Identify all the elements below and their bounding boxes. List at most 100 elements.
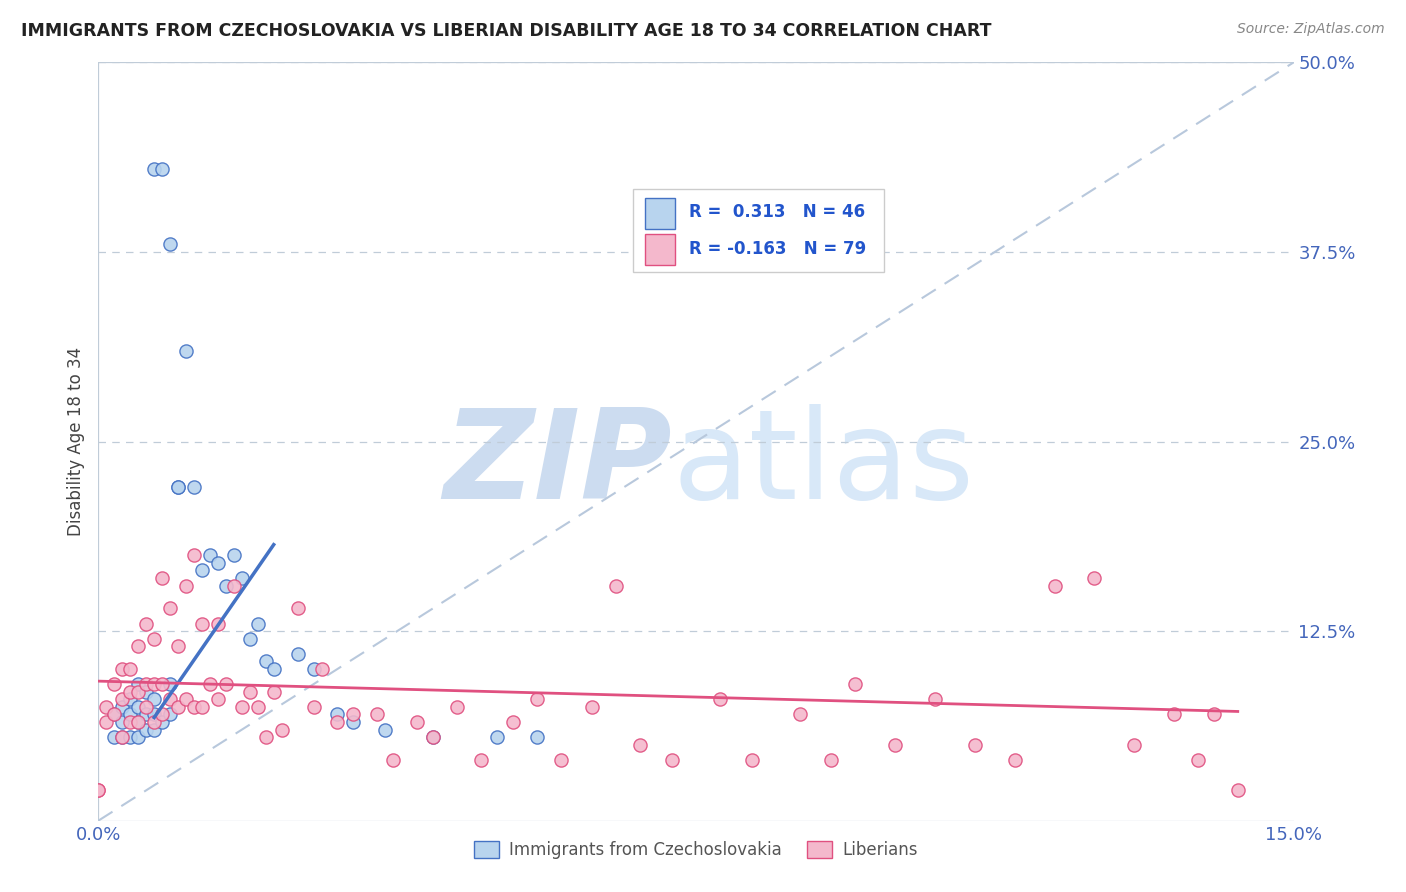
Point [174, 579, 197, 593]
Point [239, 685, 262, 699]
Point [550, 753, 572, 767]
Point [287, 647, 309, 661]
Text: R = -0.163   N = 79: R = -0.163 N = 79 [689, 240, 866, 258]
Point [287, 601, 309, 615]
Point [135, 699, 157, 714]
Point [342, 707, 364, 722]
Point [263, 662, 285, 676]
Point [143, 723, 166, 737]
Point [311, 662, 333, 676]
Point [167, 480, 190, 494]
Point [254, 655, 277, 669]
Point [159, 601, 181, 615]
Point [103, 707, 125, 722]
Point [1226, 783, 1249, 797]
Point [207, 616, 229, 631]
Point [741, 753, 763, 767]
Point [150, 161, 173, 176]
Point [581, 699, 603, 714]
Point [135, 707, 157, 722]
Point [103, 677, 125, 691]
Point [120, 685, 142, 699]
Point [143, 677, 166, 691]
Point [191, 616, 214, 631]
Text: ZIP: ZIP [443, 404, 672, 524]
Point [111, 730, 134, 744]
Text: atlas: atlas [672, 404, 974, 524]
Point [207, 692, 229, 706]
Point [963, 738, 986, 752]
Point [127, 699, 149, 714]
Text: IMMIGRANTS FROM CZECHOSLOVAKIA VS LIBERIAN DISABILITY AGE 18 TO 34 CORRELATION C: IMMIGRANTS FROM CZECHOSLOVAKIA VS LIBERI… [21, 22, 991, 40]
Point [254, 730, 277, 744]
Point [820, 753, 842, 767]
Point [709, 692, 731, 706]
Point [263, 685, 285, 699]
Point [326, 715, 349, 730]
Point [111, 715, 134, 730]
Point [135, 677, 157, 691]
Point [159, 237, 181, 252]
Legend: Immigrants from Czechoslovakia, Liberians: Immigrants from Czechoslovakia, Liberian… [468, 834, 924, 865]
Point [191, 699, 214, 714]
Point [198, 548, 221, 563]
Point [103, 707, 125, 722]
Point [406, 715, 429, 730]
Point [789, 707, 811, 722]
Point [526, 730, 548, 744]
Point [374, 723, 396, 737]
Point [1123, 738, 1146, 752]
Point [135, 685, 157, 699]
Point [326, 707, 349, 722]
Point [526, 692, 548, 706]
Point [422, 730, 444, 744]
Point [120, 662, 142, 676]
Point [661, 753, 683, 767]
Point [1004, 753, 1026, 767]
Point [342, 715, 364, 730]
Point [150, 715, 173, 730]
Point [111, 662, 134, 676]
Point [120, 707, 142, 722]
Point [96, 715, 118, 730]
Y-axis label: Disability Age 18 to 34: Disability Age 18 to 34 [66, 347, 84, 536]
FancyBboxPatch shape [633, 189, 884, 272]
Point [246, 616, 269, 631]
Point [366, 707, 388, 722]
Point [96, 699, 118, 714]
Point [143, 692, 166, 706]
Point [111, 730, 134, 744]
FancyBboxPatch shape [645, 234, 675, 265]
Point [143, 161, 166, 176]
Point [844, 677, 866, 691]
Point [167, 480, 190, 494]
Point [239, 632, 262, 646]
Point [127, 677, 149, 691]
Point [222, 579, 245, 593]
Point [87, 783, 110, 797]
Point [127, 715, 149, 730]
Point [382, 753, 405, 767]
Point [127, 715, 149, 730]
Point [183, 699, 205, 714]
Point [231, 699, 253, 714]
Point [215, 677, 238, 691]
Point [1202, 707, 1225, 722]
Point [485, 730, 508, 744]
Point [628, 738, 651, 752]
Point [103, 730, 125, 744]
Point [446, 699, 468, 714]
Point [470, 753, 492, 767]
Point [1163, 707, 1185, 722]
Text: R =  0.313   N = 46: R = 0.313 N = 46 [689, 202, 865, 220]
Point [605, 579, 627, 593]
Point [143, 707, 166, 722]
Point [198, 677, 221, 691]
Point [174, 343, 197, 358]
Point [143, 715, 166, 730]
Point [222, 548, 245, 563]
Point [111, 692, 134, 706]
Point [159, 707, 181, 722]
Point [1043, 579, 1066, 593]
Point [143, 632, 166, 646]
